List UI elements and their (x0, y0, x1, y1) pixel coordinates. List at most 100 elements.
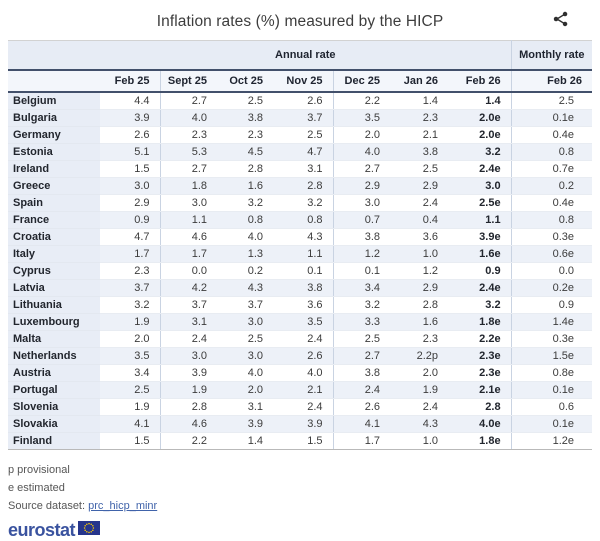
column-header-dec-25: Dec 25 (333, 70, 390, 93)
annual-value-cell: 2.5e (448, 194, 512, 212)
footnotes: p provisional e estimated Source dataset… (8, 461, 592, 515)
annual-value-cell: 4.7 (100, 228, 161, 246)
annual-value-cell: 3.5 (100, 347, 161, 365)
annual-value-cell: 1.5 (100, 160, 161, 178)
table-row: Spain 2.9 3.0 3.2 3.2 3.0 2.4 2.5e 0.4e (8, 194, 592, 212)
annual-value-cell: 2.4 (273, 330, 334, 348)
annual-value-cell: 2.2e (448, 330, 512, 348)
share-button[interactable] (552, 10, 570, 28)
column-header-feb-26: Feb 26 (448, 70, 512, 93)
column-header-jan-26: Jan 26 (390, 70, 448, 93)
annual-value-cell: 1.7 (160, 245, 217, 263)
annual-value-cell: 2.7 (160, 160, 217, 178)
country-cell: Luxembourg (8, 313, 100, 331)
eu-flag-icon (78, 521, 101, 540)
annual-value-cell: 2.5 (390, 160, 448, 178)
monthly-value-cell: 0.8 (511, 143, 592, 161)
annual-value-cell: 3.9 (273, 415, 334, 433)
footnote-provisional: p provisional (8, 464, 70, 476)
annual-rate-group-header: Annual rate (100, 40, 512, 71)
annual-value-cell: 3.9 (160, 364, 217, 382)
annual-value-cell: 1.9 (160, 381, 217, 399)
country-cell: Slovenia (8, 398, 100, 416)
annual-value-cell: 2.3 (160, 126, 217, 144)
annual-value-cell: 4.5 (217, 143, 273, 161)
table-row: Belgium 4.4 2.7 2.5 2.6 2.2 1.4 1.4 2.5 (8, 92, 592, 110)
titlebar: Inflation rates (%) measured by the HICP (0, 0, 600, 40)
annual-value-cell: 4.0 (217, 228, 273, 246)
annual-value-cell: 4.6 (160, 415, 217, 433)
annual-value-cell: 3.2 (448, 296, 512, 314)
annual-value-cell: 2.9 (390, 279, 448, 297)
annual-value-cell: 3.7 (217, 296, 273, 314)
annual-value-cell: 0.1 (333, 262, 390, 280)
country-cell: Slovakia (8, 415, 100, 433)
source-dataset-link[interactable]: prc_hicp_minr (88, 500, 158, 512)
annual-value-cell: 3.9 (217, 415, 273, 433)
annual-value-cell: 0.4 (390, 211, 448, 229)
table-row: Bulgaria 3.9 4.0 3.8 3.7 3.5 2.3 2.0e 0.1e (8, 109, 592, 127)
annual-value-cell: 2.3 (390, 330, 448, 348)
table-row: Latvia 3.7 4.2 4.3 3.8 3.4 2.9 2.4e 0.2e (8, 279, 592, 297)
annual-value-cell: 2.8 (448, 398, 512, 416)
annual-value-cell: 4.6 (160, 228, 217, 246)
annual-value-cell: 3.5 (273, 313, 334, 331)
monthly-value-cell: 0.3e (511, 228, 592, 246)
country-cell: France (8, 211, 100, 229)
country-cell: Italy (8, 245, 100, 263)
annual-value-cell: 2.4 (390, 194, 448, 212)
annual-value-cell: 3.9e (448, 228, 512, 246)
table-row: Malta 2.0 2.4 2.5 2.4 2.5 2.3 2.2e 0.3e (8, 330, 592, 348)
monthly-value-cell: 0.8e (511, 364, 592, 382)
monthly-value-cell: 0.2e (511, 279, 592, 297)
annual-value-cell: 3.1 (217, 398, 273, 416)
table-row: Portugal 2.5 1.9 2.0 2.1 2.4 1.9 2.1e 0.1e (8, 381, 592, 399)
table-row: Slovenia 1.9 2.8 3.1 2.4 2.6 2.4 2.8 0.6 (8, 398, 592, 416)
country-cell: Croatia (8, 228, 100, 246)
annual-value-cell: 0.2 (217, 262, 273, 280)
annual-value-cell: 3.7 (160, 296, 217, 314)
annual-value-cell: 2.9 (100, 194, 161, 212)
country-cell: Latvia (8, 279, 100, 297)
monthly-value-cell: 2.5 (511, 92, 592, 110)
annual-value-cell: 3.4 (100, 364, 161, 382)
monthly-value-cell: 1.2e (511, 432, 592, 450)
monthly-value-cell: 0.6 (511, 398, 592, 416)
annual-value-cell: 1.3 (217, 245, 273, 263)
annual-value-cell: 4.3 (217, 279, 273, 297)
annual-value-cell: 3.6 (273, 296, 334, 314)
annual-value-cell: 4.0e (448, 415, 512, 433)
monthly-value-cell: 1.4e (511, 313, 592, 331)
annual-value-cell: 2.0e (448, 109, 512, 127)
annual-value-cell: 3.4 (333, 279, 390, 297)
annual-value-cell: 0.7 (333, 211, 390, 229)
annual-value-cell: 2.4e (448, 160, 512, 178)
table-body: Belgium 4.4 2.7 2.5 2.6 2.2 1.4 1.4 2.5 Bulgaria 3… (8, 92, 592, 450)
table-row: Estonia 5.1 5.3 4.5 4.7 4.0 3.8 3.2 0.8 (8, 143, 592, 161)
annual-value-cell: 2.5 (333, 330, 390, 348)
annual-value-cell: 3.6 (390, 228, 448, 246)
annual-value-cell: 1.0 (390, 432, 448, 450)
country-cell: Cyprus (8, 262, 100, 280)
annual-value-cell: 3.8 (273, 279, 334, 297)
country-cell: Austria (8, 364, 100, 382)
annual-value-cell: 3.9 (100, 109, 161, 127)
annual-value-cell: 2.3 (100, 262, 161, 280)
monthly-value-cell: 0.9 (511, 296, 592, 314)
annual-value-cell: 2.0 (100, 330, 161, 348)
table-row: Austria 3.4 3.9 4.0 4.0 3.8 2.0 2.3e 0.8e (8, 364, 592, 382)
annual-value-cell: 2.9 (333, 177, 390, 195)
annual-value-cell: 2.4 (160, 330, 217, 348)
column-header-sept-25: Sept 25 (160, 70, 217, 93)
annual-value-cell: 2.2 (333, 92, 390, 110)
annual-value-cell: 0.9 (448, 262, 512, 280)
country-cell: Portugal (8, 381, 100, 399)
annual-value-cell: 1.1 (448, 211, 512, 229)
annual-value-cell: 2.4 (333, 381, 390, 399)
table-row: Netherlands 3.5 3.0 3.0 2.6 2.7 2.2p 2.3e 1.5e (8, 347, 592, 365)
table-row: Croatia 4.7 4.6 4.0 4.3 3.8 3.6 3.9e 0.3e (8, 228, 592, 246)
annual-value-cell: 5.3 (160, 143, 217, 161)
annual-value-cell: 4.0 (273, 364, 334, 382)
annual-value-cell: 2.6 (333, 398, 390, 416)
annual-value-cell: 4.0 (333, 143, 390, 161)
